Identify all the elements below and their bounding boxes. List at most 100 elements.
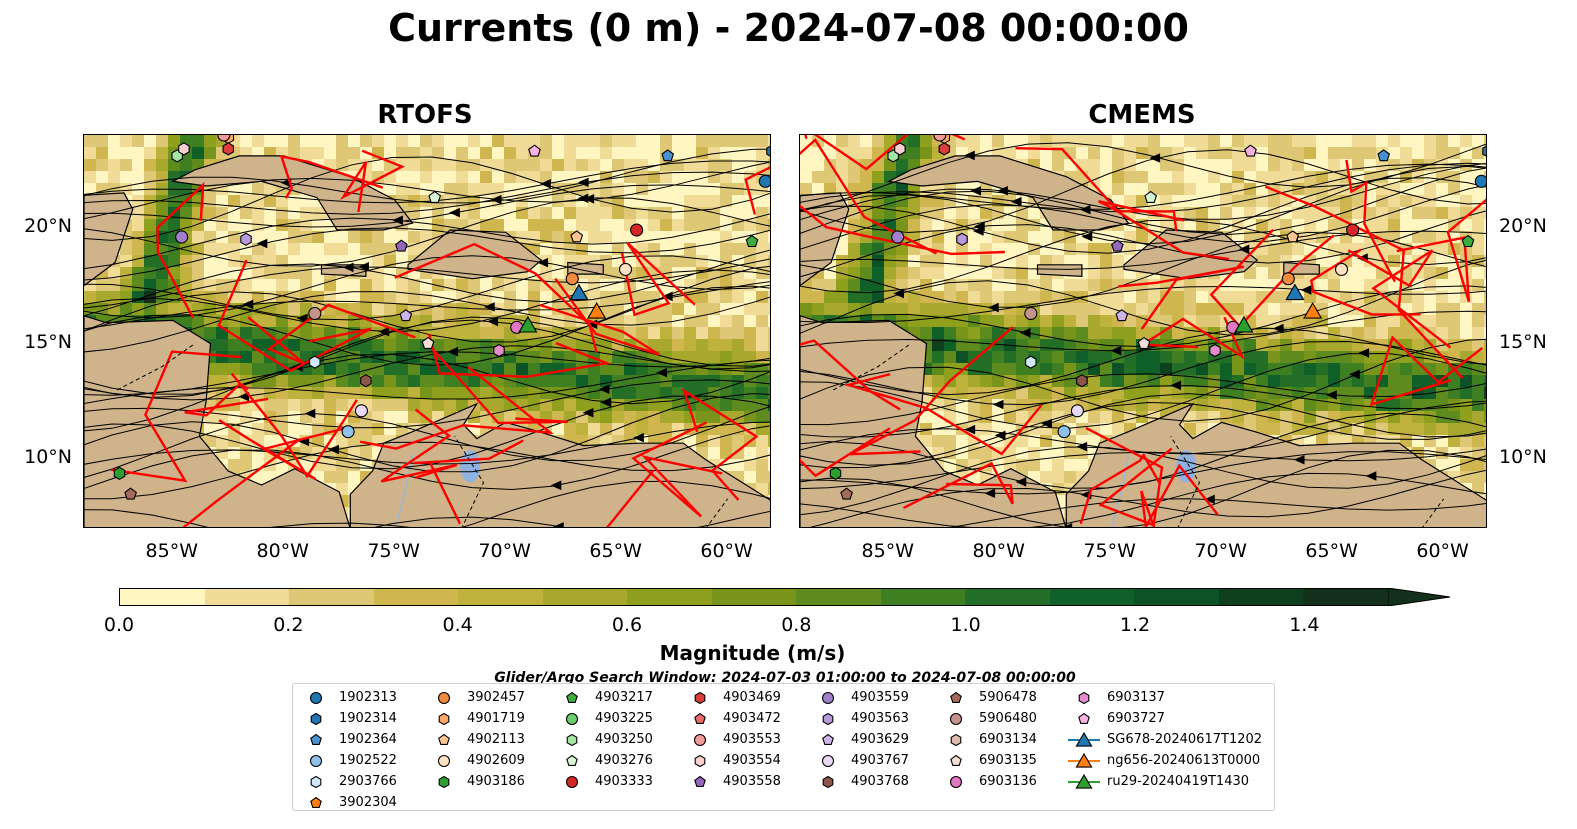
streamline-arrow (1110, 345, 1122, 356)
float-marker-3902457[interactable] (1281, 272, 1295, 286)
legend-float-marker[interactable] (309, 691, 323, 704)
float-marker-6903137[interactable] (1209, 343, 1221, 358)
float-marker-4903768[interactable] (1076, 374, 1088, 388)
float-marker-6903137[interactable] (493, 343, 505, 358)
float-marker-4902609[interactable] (1334, 262, 1349, 276)
float-marker-5906480[interactable] (308, 306, 322, 321)
float-marker-4903559[interactable] (891, 230, 905, 244)
float-marker-6903135[interactable] (421, 336, 435, 349)
legend-float-marker[interactable] (822, 775, 834, 788)
float-marker-4903276[interactable] (428, 190, 442, 203)
float-marker-4903469[interactable] (938, 142, 951, 156)
float-marker-4903558[interactable] (1111, 239, 1124, 252)
float-marker-1902313[interactable] (1474, 174, 1487, 188)
legend-float-marker[interactable] (693, 733, 707, 746)
float-marker-1902314[interactable] (766, 145, 771, 157)
float-marker-4903767[interactable] (1070, 404, 1084, 418)
float-marker-4902113[interactable] (1286, 230, 1300, 243)
glider-marker[interactable] (1234, 315, 1254, 333)
legend-float-marker[interactable] (566, 754, 578, 766)
float-marker-5906478[interactable] (124, 487, 137, 500)
legend-float-marker[interactable] (438, 775, 450, 788)
float-marker-4903276[interactable] (1144, 190, 1158, 203)
legend-float-marker[interactable] (438, 733, 450, 745)
legend-float-marker[interactable] (437, 754, 451, 767)
float-marker-4902609[interactable] (618, 262, 633, 276)
map-panel-cmems[interactable] (799, 134, 1487, 528)
float-marker-6903727[interactable] (528, 144, 541, 157)
float-marker-4903768[interactable] (360, 374, 372, 388)
legend-float-marker[interactable] (694, 754, 706, 767)
legend-float-marker[interactable] (565, 775, 579, 788)
glider-marker[interactable] (569, 283, 589, 301)
legend-float-marker[interactable] (950, 691, 962, 703)
float-marker-4903553[interactable] (217, 135, 231, 142)
legend-float-marker[interactable] (822, 712, 834, 725)
float-marker-1902313[interactable] (758, 174, 771, 188)
legend-float-marker[interactable] (822, 733, 834, 745)
glider-marker[interactable] (518, 315, 538, 333)
legend-float-marker[interactable] (950, 733, 962, 746)
legend-glider-marker[interactable] (1075, 752, 1093, 768)
float-marker-4903333[interactable] (630, 223, 644, 237)
float-marker-1902522[interactable] (1057, 425, 1071, 439)
float-marker-2903766[interactable] (309, 355, 321, 369)
float-marker-4903217[interactable] (745, 234, 759, 248)
float-marker-4903553[interactable] (933, 135, 947, 142)
float-marker-1902314[interactable] (1482, 145, 1487, 157)
float-marker-4903186[interactable] (829, 466, 842, 481)
legend-glider-marker[interactable] (1075, 773, 1093, 789)
legend-float-marker[interactable] (565, 712, 579, 725)
float-marker-4903563[interactable] (956, 232, 968, 246)
float-marker-4902113[interactable] (570, 230, 584, 243)
legend-glider-marker[interactable] (1075, 731, 1093, 747)
glider-marker[interactable] (1285, 283, 1305, 301)
legend-float-marker[interactable] (310, 733, 322, 745)
float-marker-4903217[interactable] (1461, 234, 1475, 248)
legend-float-marker[interactable] (694, 712, 706, 724)
glider-marker[interactable] (1303, 301, 1323, 319)
legend-float-marker[interactable] (949, 775, 963, 788)
float-marker-4903629[interactable] (1115, 309, 1129, 322)
legend-float-marker[interactable] (310, 796, 322, 808)
float-marker-4903554[interactable] (178, 142, 190, 156)
legend-float-marker[interactable] (821, 754, 835, 767)
float-marker-5906480[interactable] (1024, 306, 1038, 321)
legend-float-marker[interactable] (310, 712, 322, 725)
float-marker-4903333[interactable] (1346, 223, 1360, 237)
float-marker-4903767[interactable] (354, 404, 368, 418)
glider-marker[interactable] (587, 301, 607, 319)
legend-item: 1902313 (299, 687, 397, 708)
legend-float-marker[interactable] (694, 691, 706, 704)
float-marker-6903135[interactable] (1137, 336, 1151, 349)
legend-float-marker[interactable] (566, 733, 578, 746)
legend-float-marker[interactable] (566, 691, 578, 703)
float-marker-5906478[interactable] (840, 487, 853, 500)
streamline (84, 249, 770, 317)
legend-float-marker[interactable] (950, 754, 962, 766)
legend-float-marker[interactable] (821, 691, 835, 704)
legend-float-marker[interactable] (1078, 691, 1090, 704)
float-marker-4903554[interactable] (894, 142, 906, 156)
float-marker-1902364[interactable] (661, 149, 675, 162)
float-marker-4903559[interactable] (175, 230, 189, 244)
legend-float-marker[interactable] (310, 775, 322, 788)
float-marker-3902457[interactable] (565, 272, 579, 286)
legend-float-marker[interactable] (694, 775, 706, 787)
float-marker-2903766[interactable] (1025, 355, 1037, 369)
float-marker-4903469[interactable] (222, 142, 235, 156)
float-marker-4903563[interactable] (240, 232, 252, 246)
legend-float-marker[interactable] (438, 712, 450, 725)
float-marker-1902522[interactable] (341, 425, 355, 439)
float-marker-4903629[interactable] (399, 309, 413, 322)
map-panel-rtofs[interactable] (83, 134, 771, 528)
float-marker-6903727[interactable] (1244, 144, 1257, 157)
float-marker-4903558[interactable] (395, 239, 408, 252)
float-marker-1902364[interactable] (1377, 149, 1391, 162)
legend-marker-icon (949, 775, 963, 788)
legend-float-marker[interactable] (437, 691, 451, 704)
legend-float-marker[interactable] (309, 754, 323, 767)
legend-float-marker[interactable] (949, 712, 963, 725)
float-marker-4903186[interactable] (113, 466, 126, 481)
legend-float-marker[interactable] (1078, 712, 1090, 724)
